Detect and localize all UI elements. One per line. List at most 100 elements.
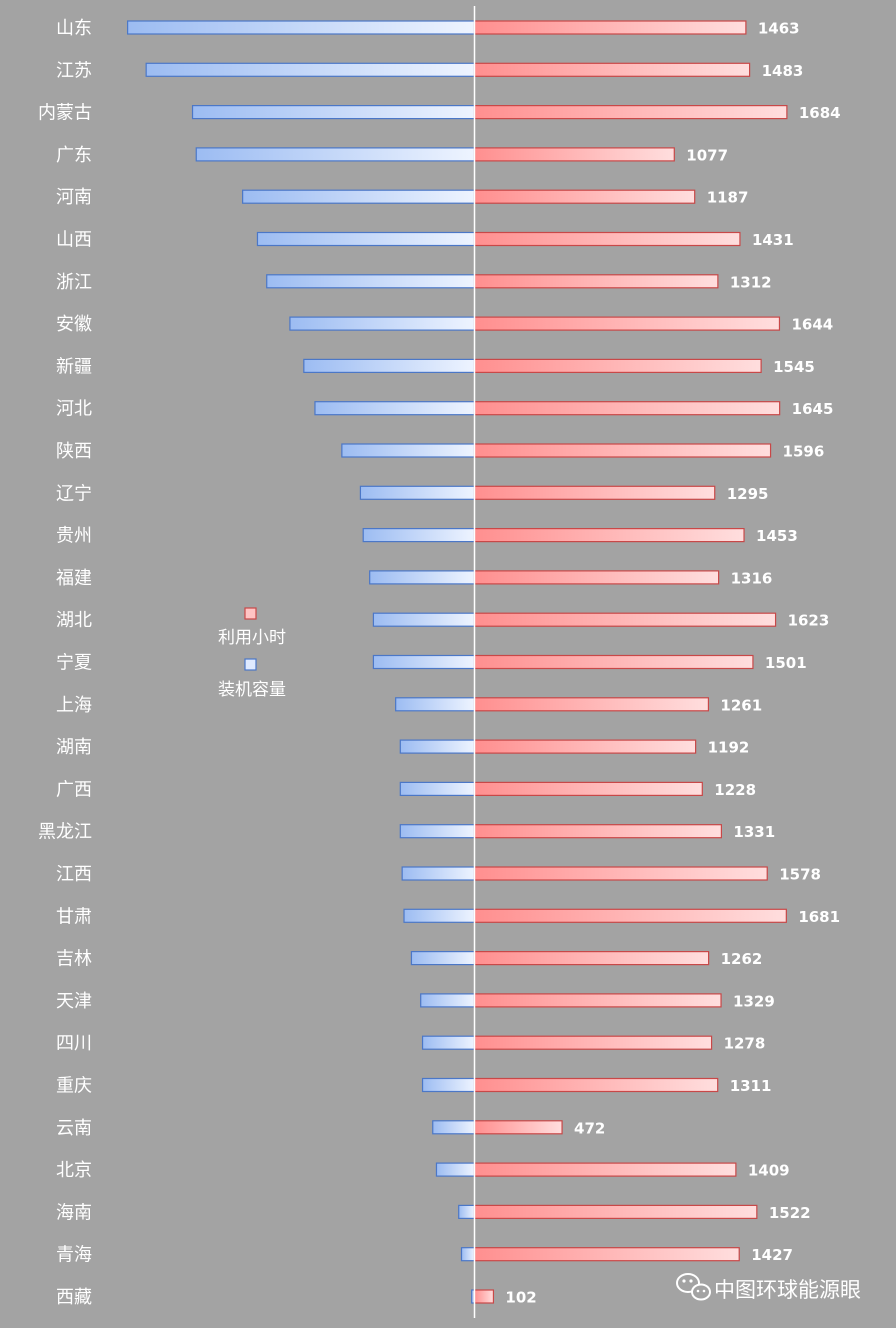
category-label-23: 天津 (56, 991, 92, 1012)
value-label-21: 1681 (798, 908, 840, 926)
bar-capacity-11 (359, 485, 476, 500)
category-label-5: 山西 (56, 230, 92, 251)
category-label-17: 湖南 (56, 737, 92, 758)
bar-capacity-29 (460, 1247, 476, 1262)
bar-utilization-27 (473, 1162, 737, 1177)
value-label-16: 1261 (720, 696, 762, 714)
value-label-8: 1545 (773, 358, 815, 376)
watermark: 中图环球能源眼 (676, 1273, 861, 1302)
category-label-1: 江苏 (56, 60, 92, 81)
bar-utilization-5 (473, 231, 741, 247)
value-label-24: 1278 (724, 1035, 766, 1053)
bar-capacity-10 (341, 443, 476, 458)
bar-capacity-24 (421, 1035, 476, 1050)
category-label-10: 陕西 (56, 441, 92, 462)
bar-utilization-12 (473, 527, 745, 543)
bar-utilization-4 (473, 189, 696, 204)
bar-utilization-14 (473, 612, 777, 627)
category-label-8: 新疆 (56, 356, 92, 377)
bar-capacity-27 (435, 1162, 476, 1177)
category-label-4: 河南 (56, 187, 92, 208)
bar-utilization-9 (473, 401, 781, 416)
bar-utilization-17 (473, 739, 697, 754)
bar-utilization-19 (473, 824, 723, 839)
bar-capacity-1 (145, 62, 476, 77)
value-label-19: 1331 (733, 823, 775, 841)
category-label-15: 宁夏 (56, 653, 92, 674)
value-label-25: 1311 (730, 1077, 772, 1095)
bar-utilization-6 (473, 274, 719, 289)
category-label-21: 甘肃 (56, 906, 92, 927)
bar-capacity-26 (432, 1120, 476, 1135)
bar-capacity-13 (369, 570, 476, 585)
legend-swatch-capacity (244, 658, 257, 671)
bar-utilization-22 (473, 950, 710, 966)
value-label-29: 1427 (751, 1246, 793, 1264)
bar-utilization-23 (473, 993, 722, 1008)
bar-capacity-14 (372, 612, 476, 627)
category-label-6: 浙江 (56, 272, 92, 293)
category-label-26: 云南 (56, 1118, 92, 1139)
value-label-22: 1262 (721, 950, 763, 968)
category-label-28: 海南 (56, 1202, 92, 1223)
bar-capacity-28 (458, 1204, 476, 1220)
bar-utilization-10 (473, 443, 772, 458)
value-label-26: 472 (574, 1119, 605, 1137)
value-label-11: 1295 (727, 485, 769, 503)
bar-capacity-16 (395, 697, 476, 712)
value-label-27: 1409 (748, 1162, 790, 1180)
bar-capacity-15 (372, 654, 476, 670)
bar-capacity-9 (314, 401, 476, 416)
category-label-30: 西藏 (56, 1287, 92, 1308)
category-label-18: 广西 (56, 779, 92, 800)
legend-swatch-utilization (244, 607, 257, 620)
bar-utilization-2 (473, 104, 788, 120)
category-label-11: 辽宁 (56, 483, 92, 504)
bar-utilization-15 (473, 654, 754, 670)
category-label-9: 河北 (56, 399, 92, 420)
bar-utilization-25 (473, 1077, 719, 1093)
legend: 利用小时 装机容量 (218, 607, 286, 700)
category-label-29: 青海 (56, 1245, 92, 1266)
category-label-20: 江西 (56, 864, 92, 885)
value-label-5: 1431 (752, 231, 794, 249)
bar-capacity-8 (303, 358, 476, 373)
bar-utilization-0 (473, 20, 747, 35)
bar-capacity-19 (399, 824, 476, 839)
wechat-icon (676, 1273, 711, 1301)
category-label-24: 四川 (56, 1033, 92, 1054)
bar-capacity-0 (127, 20, 476, 35)
bar-capacity-23 (420, 993, 476, 1008)
category-label-3: 广东 (56, 145, 92, 166)
bar-capacity-6 (266, 274, 476, 289)
category-label-16: 上海 (56, 695, 92, 716)
category-label-7: 安徽 (56, 314, 92, 335)
bar-utilization-16 (473, 697, 710, 712)
legend-label-utilization: 利用小时 (218, 628, 286, 648)
bar-capacity-7 (289, 316, 476, 331)
category-label-2: 内蒙古 (38, 103, 92, 124)
value-label-28: 1522 (769, 1204, 811, 1222)
value-label-2: 1684 (799, 104, 841, 122)
value-label-0: 1463 (758, 20, 800, 38)
bar-utilization-8 (473, 358, 762, 373)
bar-utilization-7 (473, 316, 781, 331)
value-label-1: 1483 (762, 62, 804, 80)
category-label-27: 北京 (56, 1160, 92, 1181)
value-label-15: 1501 (765, 654, 807, 672)
bar-capacity-21 (403, 908, 476, 923)
category-label-0: 山东 (56, 18, 92, 39)
bar-utilization-18 (473, 781, 703, 797)
bar-utilization-13 (473, 570, 720, 585)
category-label-19: 黑龙江 (38, 822, 92, 843)
utilization-bars (473, 20, 788, 1304)
bar-utilization-26 (473, 1120, 563, 1135)
bar-utilization-28 (473, 1204, 758, 1220)
value-label-9: 1645 (792, 400, 834, 418)
bar-capacity-2 (191, 104, 476, 120)
bar-capacity-25 (421, 1077, 476, 1093)
category-label-14: 湖北 (56, 610, 92, 631)
bar-capacity-4 (242, 189, 476, 204)
value-labels: 1463 1483 1684 1077 1187 1431 1312 1644 1545 1645… (505, 20, 840, 1307)
